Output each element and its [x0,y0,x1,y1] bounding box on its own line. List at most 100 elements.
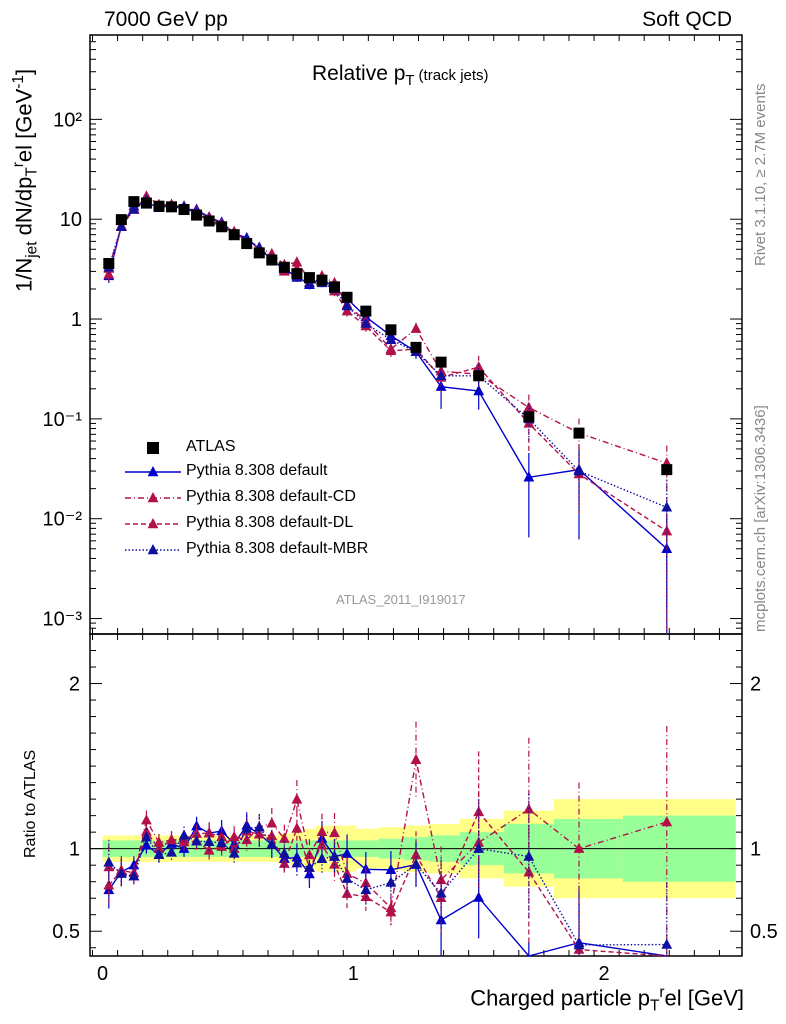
ratio-panel-frame [89,633,743,957]
ratio-point [661,816,673,827]
ratio-point [228,847,240,858]
legend-marker [147,544,159,555]
atlas-point [228,229,240,241]
atlas-point [128,196,140,208]
ratio-line [108,810,667,957]
atlas-point [178,204,190,216]
ratio-point [473,891,485,902]
ratio-point [316,852,328,863]
data-point [115,220,127,231]
ratio-point [153,848,165,859]
ratio-y-axis-label: Ratio to ATLAS [22,749,39,858]
y-tick-label: 10² [53,109,82,131]
ylabel-part: el [GeV [11,88,37,163]
legend-marker [147,466,159,477]
y-tick-label: 10 [60,209,82,231]
x-tick-label: 2 [599,963,610,985]
ylabel-sup: r [10,162,27,168]
data-point [341,305,353,316]
ratio-y-tick-label-right: 2 [750,674,761,696]
atlas-point [253,247,265,259]
ratio-point [216,830,228,842]
atlas-point [291,268,303,280]
ratio-y-tick-label: 2 [69,674,80,696]
legend-entry: Pythia 8.308 default-CD [186,488,356,505]
atlas-point [216,221,228,233]
ratio-point [473,842,485,853]
xlabel-sub: T [649,997,660,1015]
ratio-point [360,883,372,895]
ratio-point [253,828,265,839]
ratio-point [253,821,265,832]
ratio-line [108,759,667,910]
ratio-point [341,872,353,883]
atlas-point [341,291,353,303]
atlas-point [661,464,673,476]
x-tick-label: 1 [348,963,359,985]
ratio-point [278,847,290,858]
legend-marker [147,492,159,503]
data-point [661,525,673,536]
data-point [410,322,422,333]
ratio-point [329,858,340,869]
ratio-point [266,838,278,849]
ratio-y-tick-label-right: 0.5 [750,921,778,943]
data-point [435,369,447,381]
data-point [360,317,372,328]
xlabel-part: el [GeV] [664,985,744,1011]
ratio-point [191,835,202,846]
atlas-point [278,261,290,273]
series-line [108,195,667,464]
ylabel-part: ] [11,68,37,76]
ratio-point [216,836,228,847]
ratio-y-tick-label: 0.5 [52,921,80,943]
plot-title: Relative pT (track jets) [312,62,489,89]
atlas-point [473,370,485,382]
atlas-point [241,238,253,250]
ratio-point [241,822,253,833]
ratio-y-tick-label-right: 1 [750,839,761,861]
ratio-point [410,753,422,764]
title-main: Relative p [312,62,406,85]
ylabel-part: 1/N [11,257,37,292]
ratio-point [203,835,215,846]
atlas-point [115,214,127,226]
mcplots-label: mcplots.cern.ch [arXiv:1306.3436] [752,405,769,632]
header-right: Soft QCD [642,8,732,31]
ratio-point [304,861,315,872]
data-point [103,268,115,279]
legend-entry: Pythia 8.308 default-DL [186,514,354,531]
xlabel-sup: r [659,984,665,1001]
atlas-point [203,215,215,227]
title-note: (track jets) [414,67,489,84]
atlas-point [329,281,340,293]
ratio-line [108,826,667,946]
y-tick-label: 10⁻² [43,509,83,531]
ratio-point [115,867,127,878]
data-point [291,256,303,267]
ylabel-sub: jet [23,241,41,258]
atlas-point [103,257,115,269]
ratio-point [341,847,353,858]
ratio-point [291,851,303,862]
ratio-y-tick-label: 1 [69,839,80,861]
data-point [523,471,535,482]
legend-marker [147,442,159,454]
ratio-point [278,832,290,843]
ratio-point [435,887,447,898]
data-point [473,361,485,372]
series-line [108,197,668,532]
xlabel-part: Charged particle p [470,985,650,1011]
ratio-point [329,826,340,838]
ratio-point [385,863,397,875]
atlas-point [166,201,177,213]
legend-entry: Pythia 8.308 default-MBR [186,540,369,557]
atlas-point [385,324,397,336]
ratio-point [178,829,190,840]
x-tick-label: 0 [97,963,108,985]
ratio-point [141,825,152,836]
atlas-point [435,356,447,368]
ratio-point [103,879,115,890]
ratio-point [329,850,340,861]
ratio-point [141,814,152,825]
